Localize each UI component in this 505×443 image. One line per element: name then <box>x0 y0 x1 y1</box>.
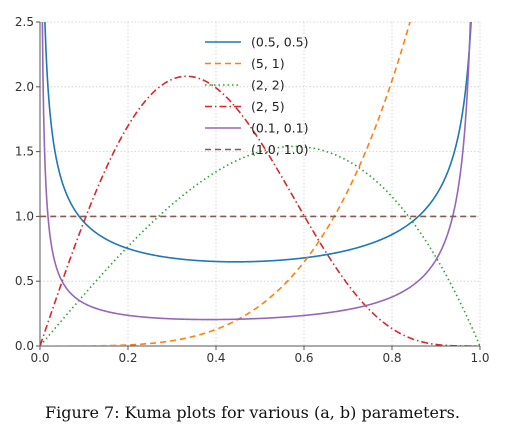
y-tick-label: 0.0 <box>15 339 34 353</box>
legend-label-2: (2, 2) <box>251 78 285 93</box>
legend-label-5: (1.0, 1.0) <box>251 142 308 157</box>
series-line-2 <box>40 146 480 345</box>
x-tick-label: 1.0 <box>470 351 489 365</box>
y-tick-label: 1.5 <box>15 145 34 159</box>
x-tick-label: 0.0 <box>30 351 49 365</box>
series-lines <box>40 0 480 346</box>
series-line-3 <box>40 76 480 346</box>
x-tick-label: 0.8 <box>382 351 401 365</box>
y-tick-label: 2.0 <box>15 80 34 94</box>
figure-caption: Figure 7: Kuma plots for various (a, b) … <box>0 403 505 422</box>
kuma-chart: 0.0 0.2 0.4 0.6 0.8 1.0 0.0 0.5 1.0 1.5 2.0 2.5 (0.… <box>0 0 505 400</box>
y-tick-label: 1.0 <box>15 209 34 223</box>
legend: (0.5, 0.5) (5, 1) (2, 2) (2, 5) (0.1, 0.1) (1… <box>205 35 308 158</box>
x-tick-label: 0.4 <box>206 351 225 365</box>
legend-label-3: (2, 5) <box>251 99 285 114</box>
legend-label-1: (5, 1) <box>251 56 285 71</box>
series-line-1 <box>40 0 480 346</box>
y-tick-label: 2.5 <box>15 15 34 29</box>
legend-label-0: (0.5, 0.5) <box>251 35 308 50</box>
y-tick-label: 0.5 <box>15 274 34 288</box>
legend-label-4: (0.1, 0.1) <box>251 121 308 136</box>
x-tick-label: 0.2 <box>118 351 137 365</box>
x-tick-label: 0.6 <box>294 351 313 365</box>
